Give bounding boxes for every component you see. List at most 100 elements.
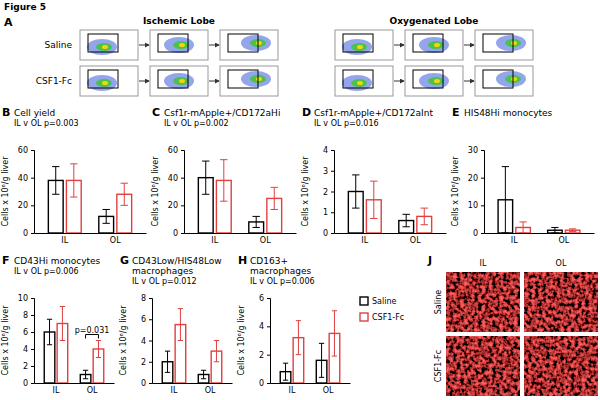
flow-density — [357, 45, 363, 49]
column-head: Oxygenated Lobe — [390, 16, 479, 26]
flow-density — [419, 73, 449, 89]
chart-subtitle: IL v OL p=0.012 — [132, 277, 197, 286]
marks — [162, 309, 222, 383]
y-tick-mark — [149, 319, 152, 320]
flow-gate — [343, 34, 373, 52]
flow-density — [351, 79, 367, 87]
flow-gate — [158, 34, 188, 52]
error-cap — [332, 356, 337, 357]
y-tick: 0 — [473, 229, 484, 238]
micrograph-ground — [446, 336, 520, 396]
y-tick: 8 — [23, 311, 34, 320]
y-tick: 4 — [323, 146, 334, 155]
error-bar — [332, 311, 337, 356]
x-tick-label: IL — [361, 236, 368, 245]
flow-arrow — [394, 81, 404, 82]
y-tick-mark — [31, 233, 34, 234]
flow-density — [179, 79, 185, 83]
error-stem — [62, 307, 63, 341]
error-stem — [106, 209, 107, 223]
flow-gate — [88, 34, 118, 52]
chart-title: HIS48Hi monocytes — [464, 108, 553, 118]
flow-gate — [343, 70, 373, 88]
error-cap — [178, 340, 183, 341]
flow-gate — [413, 34, 443, 52]
flow-plot — [220, 66, 278, 96]
error-bar — [402, 214, 409, 226]
y-tick: 2 — [323, 188, 334, 197]
x-axis-line — [485, 233, 595, 234]
y-tick-mark — [31, 383, 34, 384]
error-cap — [47, 344, 52, 345]
x-tick-label: OL — [110, 236, 121, 245]
y-tick: 4 — [23, 345, 34, 354]
error-bar — [519, 222, 526, 233]
y-tick-label: 0 — [23, 229, 28, 238]
error-stem — [203, 370, 204, 379]
y-tick: 2 — [23, 362, 34, 371]
flow-density — [342, 39, 372, 55]
error-cap — [402, 214, 409, 215]
x-tick-label: IL — [53, 386, 60, 395]
x-tick: OL — [410, 233, 421, 245]
flow-density — [173, 41, 189, 49]
y-axis-line — [181, 151, 185, 234]
flow-density — [342, 75, 372, 91]
y-axis-line — [267, 299, 271, 384]
flow-density — [357, 81, 363, 85]
column-head: OL — [556, 259, 567, 268]
error-stem — [321, 343, 322, 377]
y-tick: 10 — [18, 294, 34, 303]
y-tick: 2 — [141, 358, 152, 367]
flow-density — [241, 35, 271, 51]
y-tick-label: 10 — [468, 201, 478, 210]
error-bar — [165, 351, 170, 372]
flow-gate — [88, 70, 118, 88]
x-axis: IL OL — [335, 233, 447, 245]
error-stem — [285, 363, 286, 380]
y-tick: 0 — [173, 229, 184, 238]
error-bar — [319, 343, 324, 377]
y-tick-label: 40 — [168, 174, 178, 183]
error-stem — [355, 175, 356, 208]
legend-label: Saline — [372, 297, 396, 306]
error-bar — [201, 370, 206, 379]
y-tick-mark — [481, 233, 484, 234]
panel-letter: B — [2, 106, 10, 119]
error-cap — [220, 201, 227, 202]
flow-plot — [220, 30, 278, 60]
error-cap — [60, 306, 65, 307]
error-cap — [519, 221, 526, 222]
flow-density — [428, 41, 444, 49]
y-tick-mark — [149, 383, 152, 384]
error-stem — [523, 222, 524, 233]
y-tick-mark — [31, 349, 34, 350]
error-cap — [271, 209, 278, 210]
error-cap — [96, 357, 101, 358]
y-tick-mark — [31, 298, 34, 299]
error-cap — [165, 351, 170, 352]
chart-panel: EHIS48Hi monocytes0102030ILOLCells x 10⁶… — [451, 106, 595, 245]
error-cap — [96, 340, 101, 341]
y-tick-mark — [31, 332, 34, 333]
error-cap — [319, 377, 324, 378]
y-tick-label: 60 — [18, 146, 28, 155]
chart-title: CD43Hi monocytes — [14, 256, 101, 266]
column-head: Ischemic Lobe — [143, 16, 215, 26]
y-tick-label: 2 — [141, 358, 146, 367]
error-cap — [352, 208, 359, 209]
error-cap — [569, 228, 576, 229]
flow-frame — [150, 30, 208, 60]
flow-plot — [475, 30, 533, 60]
y-tick-label: 2 — [323, 188, 328, 197]
y-tick: 20 — [18, 201, 34, 210]
flow-plot — [80, 66, 149, 96]
y-axis-title: Cells x 10⁶/g liver — [301, 156, 310, 227]
y-tick: 4 — [259, 322, 270, 331]
panel-letter: J — [427, 254, 432, 267]
y-axis: 01234 — [323, 146, 335, 238]
flow-frame — [220, 66, 278, 96]
chart-subtitle: IL v OL p=0.016 — [314, 119, 379, 128]
y-tick-mark — [181, 150, 184, 151]
y-tick-label: 10 — [18, 294, 28, 303]
